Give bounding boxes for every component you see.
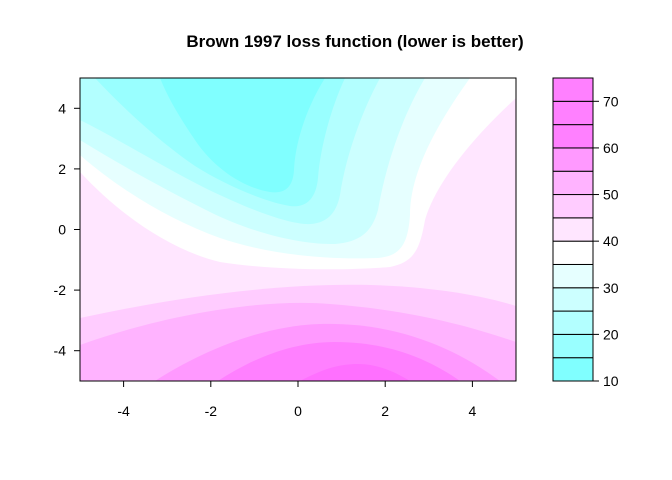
x-tick-label: 2 xyxy=(381,403,389,419)
colorbar-tick-label: 50 xyxy=(603,187,619,203)
y-tick-label: 4 xyxy=(58,100,66,116)
colorbar-band xyxy=(552,333,594,359)
colorbar-tick-label: 10 xyxy=(603,373,619,389)
colorbar-band xyxy=(552,194,594,219)
x-axis: -4 -2 0 2 4 xyxy=(117,380,477,419)
colorbar-band xyxy=(552,124,594,149)
y-tick-label: 0 xyxy=(58,222,66,238)
y-tick-label: 2 xyxy=(58,161,66,177)
x-tick-label: 4 xyxy=(469,403,477,419)
colorbar-band xyxy=(552,170,594,196)
colorbar-band xyxy=(552,77,594,102)
y-tick-label: -4 xyxy=(54,343,67,359)
colorbar-band xyxy=(552,287,594,312)
colorbar-tick-label: 30 xyxy=(603,280,619,296)
x-tick-label: -2 xyxy=(205,403,218,419)
colorbar-band xyxy=(552,217,594,242)
chart-title: Brown 1997 loss function (lower is bette… xyxy=(186,32,523,51)
contour-region-level-70 xyxy=(218,342,460,381)
colorbar-tick-label: 40 xyxy=(603,233,619,249)
colorbar-band xyxy=(552,263,594,289)
contour-region-level-75 xyxy=(300,364,410,381)
y-axis: -4 -2 0 2 4 xyxy=(54,100,81,359)
contour-region-level-10 xyxy=(160,78,325,193)
colorbar-tick-label: 60 xyxy=(603,140,619,156)
colorbar-frame xyxy=(552,77,594,382)
x-tick-label: -4 xyxy=(117,403,130,419)
y-tick-label: -2 xyxy=(54,282,67,298)
colorbar-tick-label: 70 xyxy=(603,93,619,109)
contour-regions xyxy=(80,78,516,381)
colorbar-band xyxy=(552,147,594,172)
colorbar-band xyxy=(552,310,594,335)
colorbar: 10 20 30 40 50 60 70 xyxy=(552,77,619,389)
x-tick-label: 0 xyxy=(294,403,302,419)
colorbar-band xyxy=(552,100,594,126)
colorbar-band xyxy=(552,357,594,382)
colorbar-band xyxy=(552,240,594,265)
colorbar-tick-label: 20 xyxy=(603,326,619,342)
